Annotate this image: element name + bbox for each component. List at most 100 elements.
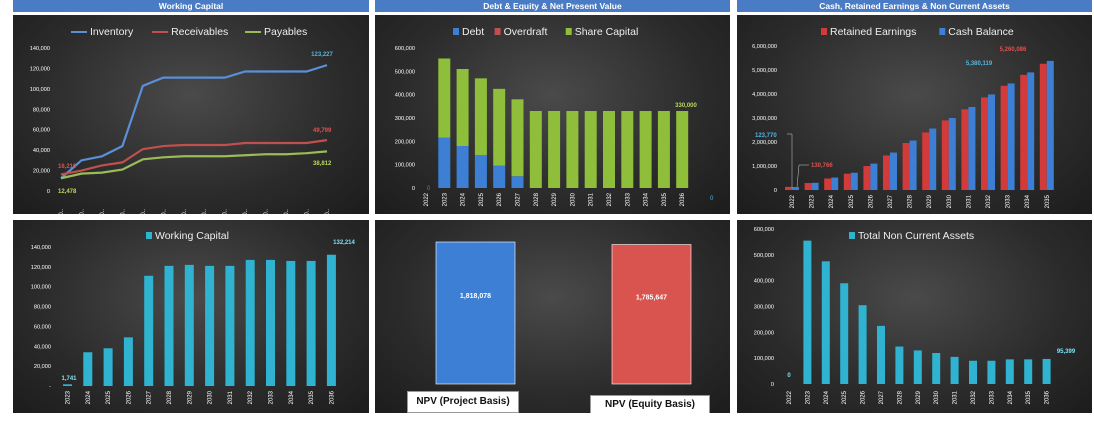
header-debt-equity: Debt & Equity & Net Present Value bbox=[375, 0, 730, 12]
bar-non-current-assets bbox=[932, 353, 941, 384]
bar-non-current-assets bbox=[1005, 359, 1014, 384]
panel-npv: 1,818,078 1,785,647 NPV (Project Basis) N… bbox=[375, 220, 730, 413]
bar-non-current-assets bbox=[877, 325, 885, 384]
x-tick-label: 2027 bbox=[516, 192, 522, 206]
header-working-capital: Working Capital bbox=[13, 0, 369, 12]
x-tick-label: 20.. bbox=[100, 209, 106, 214]
bar-working-capital bbox=[144, 275, 154, 386]
npv-equity-label: NPV (Equity Basis) bbox=[590, 395, 710, 413]
panel-nca-bars: Total Non Current Assets 0 100,000 200,000 3… bbox=[737, 220, 1092, 413]
x-tick-label: 20.. bbox=[305, 209, 311, 214]
y-tick-label: 600,000 bbox=[754, 227, 774, 233]
y-tick-label: 140,000 bbox=[31, 245, 51, 251]
bar-non-current-assets bbox=[1042, 358, 1051, 384]
x-tick-label: 2034 bbox=[289, 390, 295, 404]
bar-retained-earnings bbox=[1020, 74, 1028, 190]
panel-de-bars: Debt Overdraft Share Capital 0 100,000 200,00… bbox=[375, 15, 730, 214]
x-tick-label: 2027 bbox=[879, 390, 885, 404]
bar-npv-project bbox=[435, 241, 516, 385]
x-tick-label: 2030 bbox=[570, 192, 576, 206]
bar-cash-balance bbox=[1046, 60, 1054, 191]
chart-wc-lines: Inventory Receivables Payables 0 20,000 40,00… bbox=[30, 26, 334, 214]
data-label: 0 bbox=[710, 196, 714, 202]
y-tick-label: 40,000 bbox=[33, 148, 50, 154]
bar-working-capital bbox=[164, 265, 174, 386]
data-label: 123,770 bbox=[755, 133, 777, 139]
legend-label-1: Receivables bbox=[171, 26, 228, 38]
panel-cash-bars: Retained Earnings Cash Balance 0 1,000,000 2… bbox=[737, 15, 1092, 214]
legend-label-0: Total Non Current Assets bbox=[858, 230, 974, 242]
x-tick-label: 20.. bbox=[202, 209, 208, 214]
bar-non-current-assets bbox=[803, 240, 812, 384]
bar-share-capital bbox=[621, 111, 634, 188]
chart-nca-bars: Total Non Current Assets 0 100,000 200,000 3… bbox=[754, 227, 1076, 404]
x-tick-label: 2025 bbox=[842, 390, 848, 404]
x-tick-label: 20.. bbox=[325, 209, 331, 214]
bar-working-capital bbox=[266, 259, 275, 386]
chart-npv: 1,818,078 1,785,647 bbox=[435, 241, 692, 385]
legend-label-2: Payables bbox=[264, 26, 307, 38]
y-tick-label: 60,000 bbox=[34, 324, 51, 330]
data-label: 16,219 bbox=[58, 164, 77, 170]
bar-working-capital bbox=[326, 254, 336, 386]
bar-non-current-assets bbox=[821, 261, 830, 384]
y-tick-label: 100,000 bbox=[30, 87, 50, 93]
y-tick-label: 60,000 bbox=[33, 128, 50, 134]
legend-swatch-0 bbox=[821, 28, 827, 35]
x-tick-label: 20.. bbox=[59, 209, 65, 214]
x-tick-label: 2035 bbox=[1026, 390, 1032, 404]
bar-working-capital bbox=[123, 337, 133, 386]
x-tick-label: 2030 bbox=[934, 390, 940, 404]
x-tick-label: 2022 bbox=[790, 194, 796, 208]
bar-working-capital bbox=[225, 265, 235, 386]
y-tick-label: 20,000 bbox=[33, 169, 50, 175]
y-tick-label: 20,000 bbox=[34, 364, 51, 370]
y-tick-label: 500,000 bbox=[395, 69, 415, 75]
x-tick-label: 2029 bbox=[552, 192, 558, 206]
bar-share-capital bbox=[548, 111, 561, 188]
x-tick-label: 20.. bbox=[161, 209, 167, 214]
y-tick-label: 300,000 bbox=[754, 305, 774, 311]
bar-retained-earnings bbox=[961, 109, 969, 190]
bar-non-current-assets bbox=[895, 346, 904, 384]
bar-non-current-assets bbox=[913, 350, 922, 384]
x-tick-label: 2022 bbox=[787, 390, 793, 404]
data-label: 5,260,086 bbox=[1000, 47, 1027, 53]
y-tick-label: 6,000,000 bbox=[752, 44, 777, 50]
panel-wc-lines: Inventory Receivables Payables 0 20,000 40,00… bbox=[13, 15, 369, 214]
bar-share-capital bbox=[657, 111, 670, 188]
bar-non-current-assets bbox=[840, 283, 849, 384]
y-tick-label: 100,000 bbox=[754, 356, 774, 362]
x-tick-label: 2025 bbox=[479, 192, 485, 206]
bar-cash-balance bbox=[948, 118, 956, 190]
x-tick-label: 2032 bbox=[607, 192, 613, 206]
series-line-receivables bbox=[60, 139, 328, 176]
data-label: 0 bbox=[427, 186, 431, 192]
x-tick-label: 2031 bbox=[966, 194, 972, 208]
y-tick-label: 1,000,000 bbox=[752, 164, 777, 170]
bar-working-capital bbox=[184, 264, 194, 386]
bar-share-capital bbox=[584, 111, 597, 188]
y-tick-label: 120,000 bbox=[31, 265, 51, 271]
bar-npv-equity bbox=[611, 244, 692, 385]
x-tick-label: 2031 bbox=[589, 192, 595, 206]
x-tick-label: 20.. bbox=[284, 209, 290, 214]
x-tick-label: 20.. bbox=[141, 209, 147, 214]
chart-de-bars: Debt Overdraft Share Capital 0 100,000 200,00… bbox=[395, 26, 714, 206]
y-tick-label: 0 bbox=[771, 382, 774, 388]
x-tick-label: 2036 bbox=[329, 390, 335, 404]
y-tick-label: 80,000 bbox=[33, 107, 50, 113]
x-tick-label: 2028 bbox=[908, 194, 914, 208]
data-label: 1,785,647 bbox=[636, 294, 667, 301]
y-tick-label: 80,000 bbox=[34, 305, 51, 311]
x-tick-label: 20.. bbox=[182, 209, 188, 214]
bar-non-current-assets bbox=[858, 305, 867, 384]
bar-retained-earnings bbox=[883, 155, 890, 190]
x-tick-label: 2023 bbox=[442, 192, 448, 206]
bar-share-capital bbox=[529, 111, 542, 188]
legend-swatch-1 bbox=[939, 28, 946, 35]
legend-label-0: Debt bbox=[462, 26, 484, 38]
x-tick-label: 2029 bbox=[927, 194, 933, 208]
x-tick-label: 2030 bbox=[947, 194, 953, 208]
x-tick-label: 2027 bbox=[888, 194, 894, 208]
